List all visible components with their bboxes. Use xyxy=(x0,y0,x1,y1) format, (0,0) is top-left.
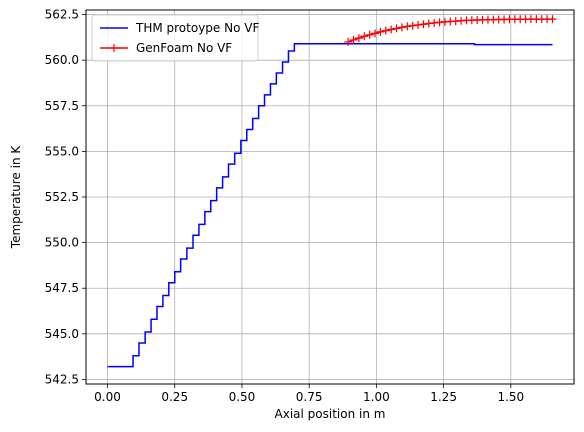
plot-series xyxy=(107,15,557,368)
series-point-1 xyxy=(419,20,428,29)
y-tick-label: 545.0 xyxy=(45,327,79,341)
y-tick-label: 542.5 xyxy=(45,372,79,386)
y-tick-label: 555.0 xyxy=(45,144,79,158)
legend-box xyxy=(91,14,259,62)
series-point-1 xyxy=(403,22,412,31)
series-point-1 xyxy=(387,25,396,34)
legend-label-genfoam: GenFoam No VF xyxy=(136,41,232,55)
x-tick-label: 1.50 xyxy=(497,390,524,404)
y-tick-label: 557.5 xyxy=(45,99,79,113)
series-point-1 xyxy=(392,24,401,33)
y-tick-label: 552.5 xyxy=(45,190,79,204)
y-tick-label: 550.0 xyxy=(45,236,79,250)
series-point-1 xyxy=(349,35,358,44)
series-point-1 xyxy=(354,34,363,43)
series-line-0 xyxy=(107,43,553,368)
legend-label-thm: THM protoype No VF xyxy=(135,21,259,35)
grid xyxy=(86,10,574,384)
series-point-1 xyxy=(360,32,369,41)
series-point-1 xyxy=(376,27,385,36)
legend: THM protoype No VF GenFoam No VF xyxy=(91,14,259,62)
series-point-1 xyxy=(408,21,417,30)
x-axis-label: Axial position in m xyxy=(275,407,386,421)
x-tick-label: 0.75 xyxy=(296,390,323,404)
x-tick-label: 0.25 xyxy=(161,390,188,404)
series-point-1 xyxy=(414,20,423,29)
series-point-1 xyxy=(365,30,374,39)
series-point-1 xyxy=(381,26,390,35)
x-tick-label: 0.50 xyxy=(229,390,256,404)
series-point-1 xyxy=(548,15,557,24)
x-tick-label: 1.25 xyxy=(430,390,457,404)
y-axis-label: Temperature in K xyxy=(9,145,23,250)
y-tick-label: 562.5 xyxy=(45,8,79,22)
series-point-1 xyxy=(397,23,406,32)
x-tick-label: 1.00 xyxy=(363,390,390,404)
y-tick-label: 560.0 xyxy=(45,53,79,67)
axis-ticks: 0.00 0.25 0.50 0.75 1.00 1.25 1.50 542.5 545.0 54… xyxy=(45,8,525,404)
x-tick-label: 0.00 xyxy=(94,390,121,404)
series-point-1 xyxy=(344,37,353,46)
series-point-1 xyxy=(371,29,380,38)
y-tick-label: 547.5 xyxy=(45,281,79,295)
legend-marker-genfoam xyxy=(110,44,118,52)
